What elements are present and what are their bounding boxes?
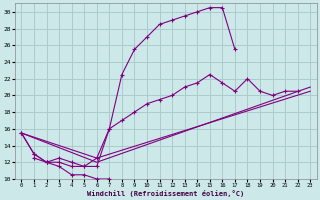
X-axis label: Windchill (Refroidissement éolien,°C): Windchill (Refroidissement éolien,°C)	[87, 190, 244, 197]
